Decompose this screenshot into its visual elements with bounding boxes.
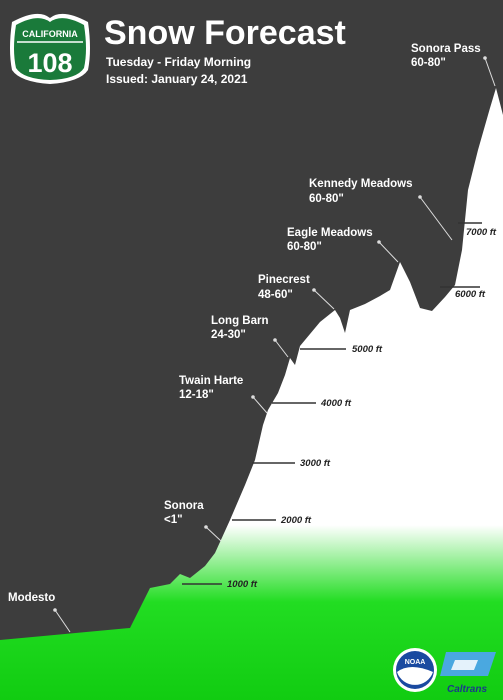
location-name: Eagle Meadows [287, 227, 373, 239]
elevation-marker: 4000 ft [272, 398, 352, 409]
shield-route: 108 [27, 48, 72, 78]
elevation-marker: 1000 ft [182, 579, 258, 590]
caltrans-logo: Caltrans [440, 652, 496, 695]
shield-state: CALIFORNIA [22, 29, 78, 39]
caltrans-text: Caltrans [447, 684, 487, 695]
location-name: Kennedy Meadows [309, 178, 413, 190]
title: Snow Forecast [104, 14, 346, 52]
elevation-label: 4000 ft [320, 398, 352, 409]
noaa-logo: NOAA [393, 648, 437, 692]
location-name: Sonora [164, 500, 204, 512]
location-forecast: 12-18" [179, 389, 214, 401]
subtitle: Tuesday - Friday Morning [106, 55, 251, 69]
location-forecast: 60-80" [309, 193, 344, 205]
location-name: Twain Harte [179, 375, 243, 387]
elevation-label: 5000 ft [352, 344, 383, 355]
elevation-marker: 5000 ft [300, 344, 383, 355]
elevation-marker: 3000 ft [252, 458, 331, 469]
terrain [0, 88, 503, 700]
location-name: Sonora Pass [411, 43, 481, 55]
location-name: Long Barn [211, 315, 269, 327]
issued-date: Issued: January 24, 2021 [106, 72, 248, 86]
route-shield: CALIFORNIA 108 [10, 13, 90, 84]
callout: Long Barn 24-30" [211, 315, 289, 358]
elevation-label: 6000 ft [455, 289, 486, 300]
callout: Pinecrest 48-60" [258, 274, 335, 310]
callout: Eagle Meadows 60-80" [287, 227, 399, 263]
callout: Twain Harte 12-18" [179, 375, 268, 414]
noaa-text: NOAA [405, 659, 426, 666]
location-forecast: 48-60" [258, 289, 293, 301]
elevation-label: 3000 ft [300, 458, 331, 469]
elevation-label: 1000 ft [227, 579, 258, 590]
callout: Modesto [8, 592, 71, 633]
location-name: Modesto [8, 592, 55, 604]
elevation-label: 2000 ft [280, 515, 312, 526]
elevation-marker: 2000 ft [232, 515, 312, 526]
elevation-marker: 6000 ft [440, 286, 486, 300]
location-forecast: 24-30" [211, 329, 246, 341]
elevation-marker: 7000 ft [458, 222, 497, 238]
elevation-label: 7000 ft [466, 227, 497, 238]
location-forecast: 60-80" [411, 57, 446, 69]
callout: Kennedy Meadows 60-80" [309, 178, 453, 241]
location-forecast: <1" [164, 514, 183, 526]
callout: Sonora Pass 60-80" [411, 43, 496, 87]
location-name: Pinecrest [258, 274, 310, 286]
callout: Sonora <1" [164, 500, 222, 542]
location-forecast: 60-80" [287, 241, 322, 253]
